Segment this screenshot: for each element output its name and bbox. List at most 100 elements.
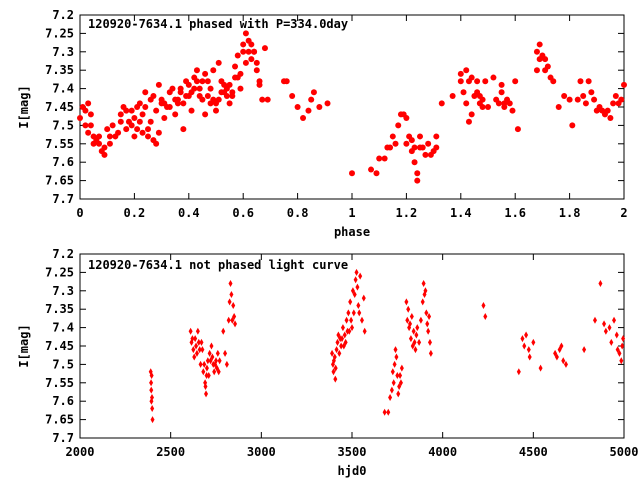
data-point [512, 78, 519, 85]
data-point [509, 107, 516, 114]
y-tick-label: 7.4 [52, 321, 74, 335]
data-point [392, 360, 397, 368]
data-point [209, 342, 214, 350]
data-point [145, 126, 151, 133]
data-point [618, 96, 625, 103]
data-point [335, 338, 340, 346]
data-point [414, 170, 421, 177]
data-point [259, 96, 266, 103]
x-tick-label: 2 [620, 206, 627, 220]
data-point [196, 85, 203, 92]
data-point [561, 357, 566, 365]
data-point [193, 67, 200, 74]
data-point [289, 92, 296, 99]
data-point [207, 349, 212, 357]
data-point [185, 81, 192, 88]
data-point [394, 353, 399, 361]
data-point [463, 67, 470, 74]
data-point [233, 320, 238, 328]
data-point [117, 111, 124, 118]
data-point [161, 115, 168, 122]
data-point [147, 118, 154, 125]
data-point [204, 78, 211, 85]
data-point [412, 338, 417, 346]
data-point [390, 368, 395, 376]
x-tick-label: 1.2 [396, 206, 418, 220]
data-point [145, 133, 151, 140]
data-point [139, 111, 146, 118]
data-point [388, 394, 393, 402]
data-point [106, 140, 113, 147]
data-point [153, 107, 160, 114]
data-point [425, 320, 430, 328]
data-point [542, 56, 549, 63]
data-point [202, 360, 207, 368]
data-point [620, 342, 625, 350]
y-tick-labels: 7.2 7.25 7.3 7.35 7.4 7.45 7.5 7.55 7.6 7.65 7.7 [45, 247, 74, 445]
y-tick-labels: 7.2 7.25 7.3 7.35 7.4 7.45 7.5 7.55 7.6 7.65 7.7 [45, 8, 74, 206]
x-tick-label: 0.4 [178, 206, 200, 220]
data-point [101, 151, 108, 158]
data-point [399, 364, 404, 372]
data-point [215, 96, 222, 103]
data-point [427, 313, 432, 321]
data-point [498, 89, 505, 96]
data-point [210, 353, 215, 361]
data-point [396, 390, 401, 398]
data-point [485, 104, 491, 110]
data-point [223, 349, 228, 357]
data-point [592, 316, 597, 324]
data-point [614, 331, 619, 339]
data-point [261, 45, 268, 52]
data-point [408, 137, 415, 144]
data-point [411, 327, 416, 335]
data-point [217, 357, 222, 365]
data-point [232, 63, 239, 70]
data-point [387, 144, 394, 151]
data-point [612, 316, 617, 324]
y-tick-label: 7.7 [52, 431, 74, 445]
data-point [373, 170, 380, 177]
data-point [386, 408, 391, 416]
data-point [514, 126, 521, 133]
data-point [198, 360, 203, 368]
data-point [522, 342, 527, 350]
data-point [283, 78, 290, 85]
data-point [585, 78, 592, 85]
data-point [224, 360, 229, 368]
y-tick-label: 7.5 [52, 357, 74, 371]
data-point [237, 85, 244, 92]
data-point [300, 115, 307, 122]
data-point [123, 107, 130, 114]
data-point [506, 100, 513, 107]
data-point [604, 107, 611, 114]
data-point [174, 96, 181, 103]
data-point [408, 335, 413, 343]
data-point [561, 92, 568, 99]
data-point [240, 41, 247, 48]
data-point [195, 327, 200, 335]
data-point [77, 115, 83, 122]
data-point [223, 92, 230, 99]
data-point [544, 63, 551, 70]
data-point [101, 144, 108, 151]
data-point [199, 338, 204, 346]
data-point [465, 118, 472, 125]
data-point [215, 349, 220, 357]
x-tick-label: 3000 [247, 445, 276, 459]
data-point [149, 386, 154, 394]
data-point [213, 107, 219, 114]
data-point [619, 357, 624, 365]
data-point [342, 331, 347, 339]
data-point [347, 327, 352, 335]
data-point [172, 111, 179, 118]
data-point [479, 104, 486, 110]
data-point [423, 287, 428, 295]
data-point [474, 78, 481, 85]
data-point [607, 324, 612, 332]
data-point [104, 126, 111, 133]
data-point [427, 338, 432, 346]
data-point [82, 122, 89, 129]
y-tick-label: 7.2 [52, 8, 74, 22]
data-point [395, 371, 400, 379]
